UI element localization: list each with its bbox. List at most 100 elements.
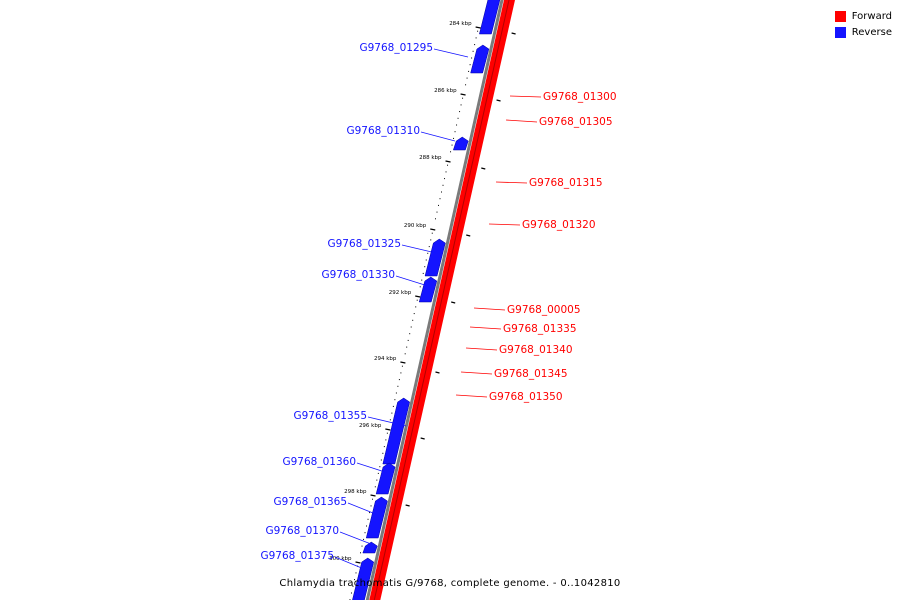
forward-gene-leader (465, 347, 498, 351)
reverse-gene-block (418, 276, 438, 303)
minor-tick (445, 171, 447, 173)
minor-tick (401, 365, 403, 367)
minor-tick (471, 57, 473, 59)
forward-swatch (834, 10, 846, 22)
forward-gene-leader (495, 181, 528, 184)
legend-forward: Forward (834, 8, 892, 24)
minor-tick (353, 579, 355, 581)
minor-tick (372, 498, 374, 500)
minor-tick (434, 218, 436, 220)
minor-tick (453, 137, 455, 139)
forward-strand-inner-line (373, 0, 510, 600)
minor-tick (430, 239, 432, 241)
minor-tick (366, 525, 368, 527)
forward-gene-leader (509, 95, 542, 98)
minor-tick (385, 439, 387, 441)
tick-label: 290 kbp (404, 223, 427, 229)
legend: Forward Reverse (834, 8, 892, 40)
minor-tick (369, 512, 371, 514)
forward-gene-label: G9768_01305 (539, 116, 613, 128)
minor-tick (410, 326, 412, 328)
minor-tick (439, 198, 441, 200)
tick-label: 288 kbp (419, 155, 442, 161)
minor-tick (350, 592, 352, 594)
minor-tick (395, 392, 397, 394)
minor-tick (379, 466, 381, 468)
minor-tick (442, 184, 444, 186)
reverse-gene-leader (367, 416, 407, 427)
tick-label: 298 kbp (344, 489, 367, 495)
minor-tick (352, 585, 354, 587)
forward-gene-leader (460, 371, 493, 375)
forward-gene-label: G9768_01350 (489, 391, 563, 403)
minor-tick (415, 306, 417, 308)
minor-tick (422, 272, 424, 274)
reverse-gene-leader (420, 131, 456, 142)
major-tick (430, 228, 436, 231)
reverse-gene-block (382, 397, 410, 465)
forward-gene-label: G9768_01345 (494, 368, 568, 380)
forward-gene-label: G9768_01300 (543, 91, 617, 103)
minor-tick (462, 97, 464, 99)
minor-tick (454, 131, 456, 133)
minor-tick (360, 552, 362, 554)
forward-gene-label: G9768_01340 (499, 344, 573, 356)
right-tick (466, 234, 471, 237)
reverse-gene-leader (395, 275, 429, 287)
minor-tick (459, 111, 461, 113)
minor-tick (456, 124, 458, 126)
minor-tick (468, 70, 470, 72)
right-tick (481, 167, 486, 170)
forward-gene-label: G9768_01315 (529, 177, 603, 189)
minor-tick (361, 545, 363, 547)
reverse-gene-block (365, 496, 388, 539)
reverse-gene-label: G9768_01325 (327, 238, 401, 250)
right-tick (511, 32, 516, 35)
minor-tick (431, 232, 433, 234)
major-tick (475, 26, 481, 29)
reverse-gene-label: G9768_01365 (273, 496, 347, 508)
right-tick (451, 301, 456, 304)
minor-tick (409, 333, 411, 335)
minor-tick (377, 472, 379, 474)
reverse-gene-label: G9768_01330 (321, 269, 395, 281)
minor-tick (477, 30, 479, 32)
minor-tick (389, 419, 391, 421)
minor-tick (398, 379, 400, 381)
forward-gene-leader (505, 119, 538, 123)
minor-tick (436, 211, 438, 213)
minor-tick (460, 104, 462, 106)
forward-gene-label: G9768_01320 (522, 219, 596, 231)
map-caption: Chlamydia trachomatis G/9768, complete g… (279, 578, 621, 589)
minor-tick (367, 518, 369, 520)
minor-tick (419, 286, 421, 288)
forward-gene-leader (469, 326, 502, 330)
minor-tick (428, 246, 430, 248)
minor-tick (457, 117, 459, 119)
reverse-gene-block (424, 238, 446, 277)
minor-tick (383, 446, 385, 448)
reverse-gene-label: G9768_01355 (293, 410, 367, 422)
reverse-gene-label: G9768_01310 (346, 125, 420, 137)
tick-label: 292 kbp (389, 290, 412, 296)
minor-tick (404, 353, 406, 355)
minor-tick (472, 50, 474, 52)
legend-reverse-label: Reverse (851, 26, 892, 38)
reverse-gene-leader (433, 48, 469, 58)
reverse-gene-label: G9768_01375 (260, 550, 334, 562)
minor-tick (400, 372, 402, 374)
minor-tick (466, 77, 468, 79)
major-tick (370, 494, 376, 497)
right-tick (435, 371, 440, 374)
reverse-gene-label: G9768_01295 (359, 42, 433, 54)
reverse-gene-block (362, 541, 378, 554)
minor-tick (355, 572, 357, 574)
major-tick (415, 295, 421, 298)
reverse-gene-label: G9768_01360 (282, 456, 356, 468)
minor-tick (425, 259, 427, 261)
minor-tick (444, 178, 446, 180)
tick-label: 284 kbp (449, 21, 472, 27)
minor-tick (391, 412, 393, 414)
right-tick (405, 504, 410, 507)
reverse-gene-block (352, 557, 375, 600)
